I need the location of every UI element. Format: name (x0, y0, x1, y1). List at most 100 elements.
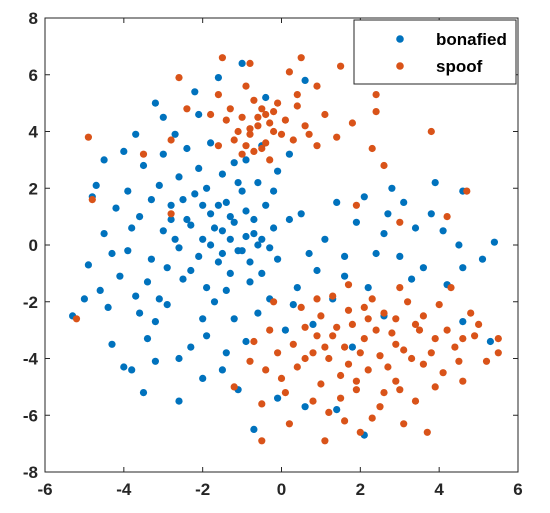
spoof-point (467, 309, 475, 317)
bonafied-point (218, 227, 226, 235)
spoof-point (337, 394, 345, 402)
y-tick-label: -4 (23, 350, 39, 369)
spoof-point (380, 389, 388, 397)
bonafied-point (195, 110, 203, 119)
bonafied-point (203, 284, 211, 292)
bonafied-point (238, 59, 246, 67)
spoof-point (337, 371, 345, 380)
spoof-point (396, 284, 404, 292)
spoof-point (305, 130, 313, 138)
spoof-point (321, 343, 329, 351)
spoof-point (262, 366, 270, 374)
bonafied-point (207, 241, 215, 249)
bonafied-point (116, 272, 124, 280)
spoof-point (281, 389, 289, 397)
spoof-point (341, 343, 349, 351)
legend-marker-bonafied (396, 35, 404, 43)
bonafied-point (128, 366, 136, 374)
bonafied-point (151, 99, 159, 107)
bonafied-point (348, 343, 356, 351)
spoof-point (431, 335, 439, 343)
bonafied-point (360, 193, 368, 201)
spoof-point (447, 284, 455, 292)
spoof-point (475, 320, 483, 328)
bonafied-point (84, 261, 92, 269)
bonafied-point (151, 357, 159, 365)
spoof-point (297, 303, 305, 311)
y-tick-label: -8 (23, 463, 38, 482)
bonafied-point (258, 269, 266, 277)
bonafied-point (226, 269, 234, 277)
spoof-point (266, 119, 274, 127)
bonafied-point (459, 264, 467, 272)
bonafied-point (333, 406, 341, 414)
bonafied-point (238, 247, 246, 255)
bonafied-point (80, 295, 88, 303)
bonafied-point (159, 150, 167, 158)
spoof-point (293, 102, 301, 110)
spoof-point (427, 127, 435, 136)
bonafied-point (108, 249, 116, 258)
spoof-point (238, 150, 246, 158)
spoof-point (329, 332, 337, 340)
bonafied-point (108, 340, 116, 348)
y-tick-label: 0 (29, 236, 38, 255)
spoof-point (167, 136, 175, 144)
spoof-point (218, 54, 226, 62)
x-tick-label: 6 (513, 480, 522, 499)
spoof-point (329, 292, 337, 300)
x-tick-label: 0 (277, 480, 286, 499)
spoof-point (207, 110, 215, 119)
bonafied-point (195, 252, 203, 260)
bonafied-point (179, 196, 187, 204)
spoof-point (250, 96, 258, 104)
spoof-point (226, 105, 234, 113)
legend-label-spoof: spoof (436, 57, 483, 76)
spoof-point (471, 332, 479, 340)
spoof-point (404, 298, 412, 306)
bonafied-point (242, 156, 250, 164)
spoof-point (139, 150, 148, 158)
spoof-point (443, 213, 451, 221)
spoof-point (419, 312, 427, 320)
spoof-point (419, 360, 427, 368)
spoof-point (348, 320, 356, 328)
bonafied-point (246, 258, 254, 266)
spoof-point (427, 349, 435, 357)
spoof-point (376, 403, 384, 411)
spoof-point (364, 315, 372, 323)
bonafied-point (439, 227, 447, 235)
bonafied-point (250, 425, 258, 433)
spoof-point (285, 420, 293, 428)
spoof-point (222, 116, 230, 124)
bonafied-point (230, 218, 238, 226)
bonafied-point (333, 198, 341, 206)
spoof-point (364, 366, 372, 374)
bonafied-point (352, 218, 360, 226)
bonafied-point (100, 230, 108, 238)
spoof-point (230, 383, 238, 391)
bonafied-point (254, 241, 262, 249)
x-tick-label: -2 (195, 480, 210, 499)
spoof-point (396, 218, 404, 226)
spoof-point (270, 108, 278, 116)
bonafied-point (214, 201, 222, 209)
bonafied-point (254, 309, 262, 317)
spoof-point (246, 357, 254, 365)
spoof-point (443, 326, 451, 334)
bonafied-point (419, 264, 427, 272)
bonafied-point (139, 161, 148, 170)
spoof-point (313, 142, 321, 150)
spoof-point (435, 301, 443, 309)
bonafied-point (214, 74, 222, 82)
bonafied-point (408, 275, 416, 283)
spoof-point (400, 420, 408, 428)
spoof-point (246, 125, 254, 133)
spoof-point (289, 340, 297, 348)
series-spoof (72, 54, 502, 445)
spoof-point (463, 187, 471, 195)
bonafied-point (120, 363, 128, 371)
bonafied-point (431, 179, 439, 187)
